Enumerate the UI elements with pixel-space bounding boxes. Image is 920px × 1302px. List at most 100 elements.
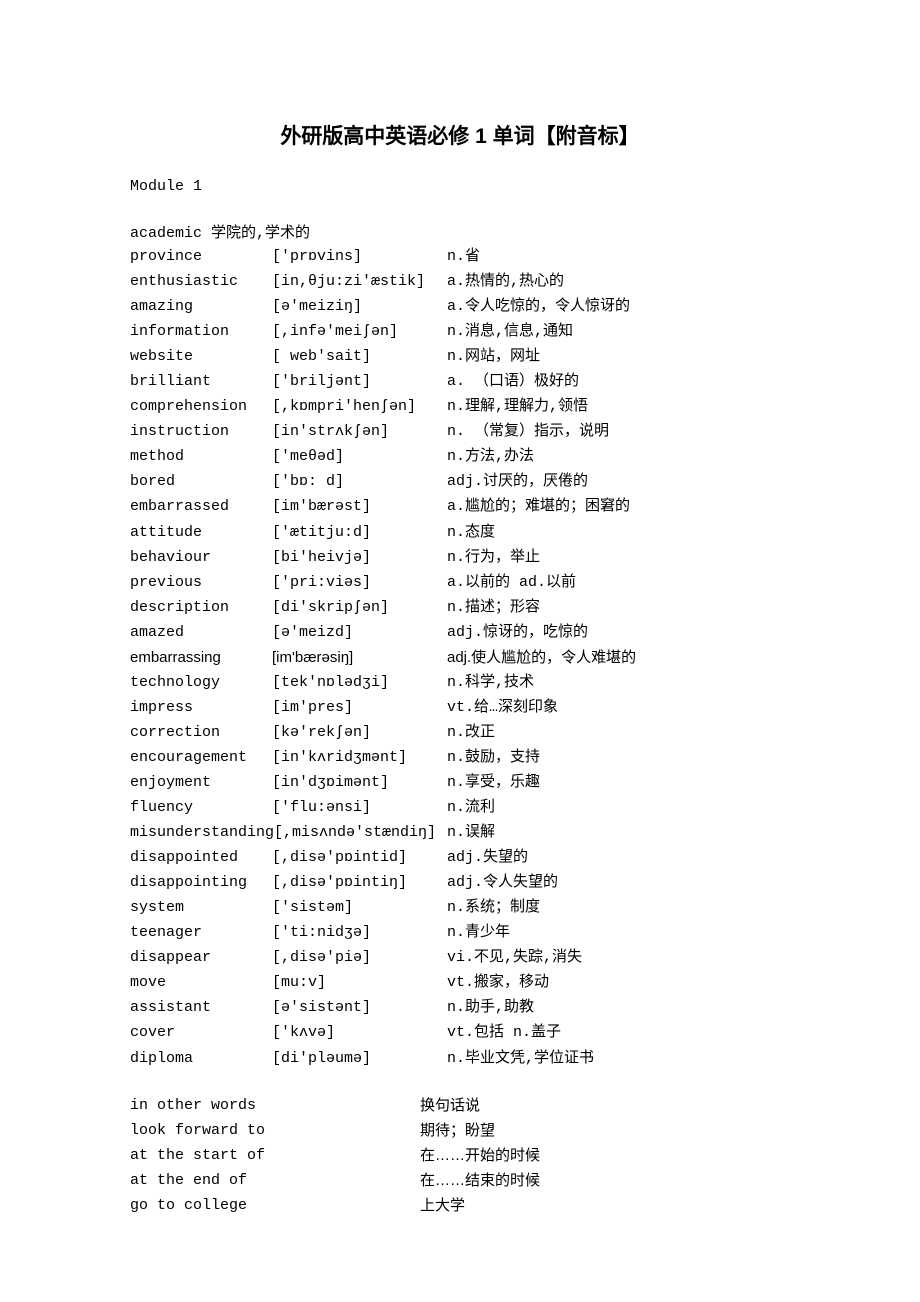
vocab-def: adj.讨厌的，厌倦的 [447,469,588,494]
vocab-word: instruction [130,419,272,444]
vocab-row: correction[kə'rekʃən]n.改正 [130,720,790,745]
vocab-row: information[,infə'meiʃən]n.消息,信息,通知 [130,319,790,344]
vocab-phonetic: [tek'nɒlədʒi] [272,670,447,695]
vocab-word: amazing [130,294,272,319]
vocab-row: website[ web'sait]n.网站，网址 [130,344,790,369]
vocab-def: vt.包括 n.盖子 [447,1020,561,1045]
vocab-word: website [130,344,272,369]
vocab-phonetic: [,disə'piə] [272,945,447,970]
phrase-row: in other words换句话说 [130,1093,790,1118]
vocab-def: vt.搬家，移动 [447,970,549,995]
vocab-def: vt.给…深刻印象 [447,695,558,720]
vocab-word: impress [130,695,272,720]
vocab-word: system [130,895,272,920]
vocab-row: instruction[in'strʌkʃən]n. （常复）指示，说明 [130,419,790,444]
vocab-def: a.以前的 ad.以前 [447,570,576,595]
vocab-row: description[di'skripʃən]n.描述；形容 [130,595,790,620]
vocab-phonetic: [,kɒmpri'henʃən] [272,394,447,419]
phrase-row: look forward to期待；盼望 [130,1118,790,1143]
vocab-row: comprehension[,kɒmpri'henʃən]n.理解,理解力,领悟 [130,394,790,419]
vocab-row: diploma[di'pləumə]n.毕业文凭,学位证书 [130,1046,790,1071]
vocab-word: method [130,444,272,469]
vocab-def: n.方法,办法 [447,444,534,469]
vocab-phonetic: ['pri:viəs] [272,570,447,595]
vocab-def: adj.使人尴尬的，令人难堪的 [447,645,636,670]
vocab-phonetic: [im'bærəsiŋ] [272,645,447,670]
vocab-phonetic: [di'pləumə] [272,1046,447,1071]
vocab-phonetic: ['bɒ: d] [272,469,447,494]
vocab-def: n.享受，乐趣 [447,770,540,795]
vocab-phonetic: ['flu:ənsi] [272,795,447,820]
vocab-phonetic: [mu:v] [272,970,447,995]
vocab-row: method['meθəd]n.方法,办法 [130,444,790,469]
vocab-row: brilliant['briljənt]a. （口语）极好的 [130,369,790,394]
vocab-def: n.鼓励，支持 [447,745,540,770]
vocab-def: n. （常复）指示，说明 [447,419,609,444]
vocab-word: information [130,319,272,344]
phrase-row: go to college上大学 [130,1193,790,1218]
vocab-word: behaviour [130,545,272,570]
vocab-phonetic: ['ætitju:d] [272,520,447,545]
vocab-row: disappointed[,disə'pɒintid]adj.失望的 [130,845,790,870]
vocab-def: n.态度 [447,520,495,545]
vocab-word: assistant [130,995,272,1020]
vocab-word: fluency [130,795,272,820]
vocab-phonetic: [ə'meizd] [272,620,447,645]
intro-line: academic 学院的,学术的 [130,221,790,242]
vocab-def: n.毕业文凭,学位证书 [447,1046,594,1071]
vocab-def: a. （口语）极好的 [447,369,579,394]
phrase-cn: 在……开始的时候 [420,1143,540,1168]
vocab-def: n.流利 [447,795,495,820]
vocab-row: technology[tek'nɒlədʒi]n.科学,技术 [130,670,790,695]
page-title: 外研版高中英语必修 1 单词【附音标】 [130,120,790,150]
vocab-def: a.尴尬的；难堪的；困窘的 [447,494,630,519]
vocab-row: amazing[ə'meiziŋ]a.令人吃惊的，令人惊讶的 [130,294,790,319]
vocab-word: description [130,595,272,620]
vocab-row: move[mu:v]vt.搬家，移动 [130,970,790,995]
vocab-phonetic: [in'kʌridʒmənt] [272,745,447,770]
vocab-def: n.青少年 [447,920,510,945]
vocab-phonetic: [in,θju:zi'æstik] [272,269,447,294]
vocab-word: disappointing [130,870,272,895]
vocab-word: embarrassing [130,645,272,670]
vocab-def: n.理解,理解力,领悟 [447,394,588,419]
vocab-row: teenager['ti:nidʒə]n.青少年 [130,920,790,945]
vocab-phonetic: [ web'sait] [272,344,447,369]
vocab-def: n.改正 [447,720,495,745]
vocab-row: embarrassing[im'bærəsiŋ]adj.使人尴尬的，令人难堪的 [130,645,790,670]
phrase-row: at the start of在……开始的时候 [130,1143,790,1168]
phrase-cn: 上大学 [420,1193,465,1218]
vocab-row: assistant[ə'sistənt]n.助手,助教 [130,995,790,1020]
vocab-row: disappointing[,disə'pɒintiŋ]adj.令人失望的 [130,870,790,895]
vocab-word: teenager [130,920,272,945]
vocab-phonetic: [bi'heivjə] [272,545,447,570]
vocab-phonetic: [in'dʒɒimənt] [272,770,447,795]
vocab-phonetic: [ə'sistənt] [272,995,447,1020]
vocab-phonetic: ['kʌvə] [272,1020,447,1045]
phrase-en: at the end of [130,1168,420,1193]
vocab-phonetic: [,disə'pɒintiŋ] [272,870,447,895]
vocab-row: enjoyment[in'dʒɒimənt]n.享受，乐趣 [130,770,790,795]
vocab-row: enthusiastic[in,θju:zi'æstik]a.热情的,热心的 [130,269,790,294]
document-page: 外研版高中英语必修 1 单词【附音标】 Module 1 academic 学院… [0,0,920,1278]
phrase-cn: 期待；盼望 [420,1118,495,1143]
vocab-row: amazed[ə'meizd]adj.惊讶的，吃惊的 [130,620,790,645]
vocab-def: n.行为，举止 [447,545,540,570]
vocab-row: misunderstanding[,misʌndə'stændiŋ]n.误解 [130,820,790,845]
vocab-word: correction [130,720,272,745]
phrase-en: at the start of [130,1143,420,1168]
vocab-row: province['prɒvins]n.省 [130,244,790,269]
phrase-en: in other words [130,1093,420,1118]
vocab-def: adj.失望的 [447,845,528,870]
vocab-def: n.助手,助教 [447,995,534,1020]
vocab-word: cover [130,1020,272,1045]
vocab-phonetic: [ə'meiziŋ] [272,294,447,319]
vocab-def: adj.令人失望的 [447,870,558,895]
vocab-word: move [130,970,272,995]
vocab-phonetic: [,disə'pɒintid] [272,845,447,870]
vocab-list: province['prɒvins]n.省enthusiastic[in,θju… [130,244,790,1071]
vocab-phonetic: ['sistəm] [272,895,447,920]
vocab-def: a.令人吃惊的，令人惊讶的 [447,294,630,319]
vocab-word: enjoyment [130,770,272,795]
vocab-word: misunderstanding [130,820,274,845]
